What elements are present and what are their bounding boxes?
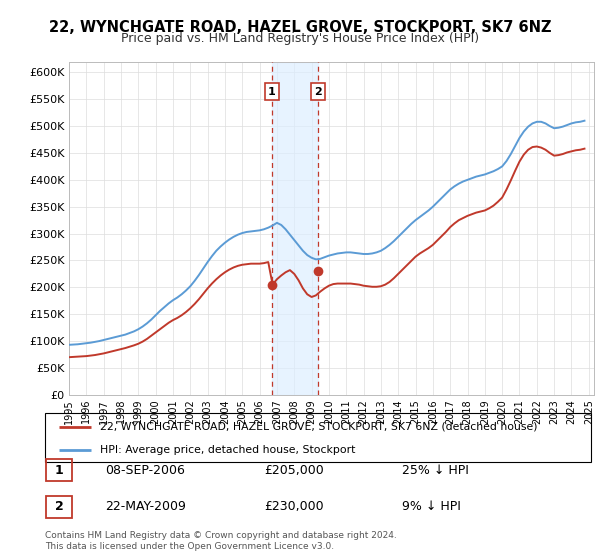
Bar [272, 62, 319, 395]
Text: 25% ↓ HPI: 25% ↓ HPI [402, 464, 469, 477]
Text: 1: 1 [268, 87, 275, 96]
Text: This data is licensed under the Open Government Licence v3.0.: This data is licensed under the Open Gov… [45, 542, 334, 550]
Text: 08-SEP-2006: 08-SEP-2006 [105, 464, 185, 477]
Text: 22, WYNCHGATE ROAD, HAZEL GROVE, STOCKPORT, SK7 6NZ: 22, WYNCHGATE ROAD, HAZEL GROVE, STOCKPO… [49, 20, 551, 35]
Text: HPI: Average price, detached house, Stockport: HPI: Average price, detached house, Stoc… [100, 445, 355, 455]
Text: 9% ↓ HPI: 9% ↓ HPI [402, 500, 461, 514]
Text: 22, WYNCHGATE ROAD, HAZEL GROVE, STOCKPORT, SK7 6NZ (detached house): 22, WYNCHGATE ROAD, HAZEL GROVE, STOCKPO… [100, 422, 537, 432]
Text: 22-MAY-2009: 22-MAY-2009 [105, 500, 186, 514]
Text: 2: 2 [55, 500, 64, 514]
Text: Contains HM Land Registry data © Crown copyright and database right 2024.: Contains HM Land Registry data © Crown c… [45, 531, 397, 540]
Text: £230,000: £230,000 [264, 500, 323, 514]
Text: 2: 2 [314, 87, 322, 96]
Text: £205,000: £205,000 [264, 464, 324, 477]
Text: 1: 1 [55, 464, 64, 477]
Text: Price paid vs. HM Land Registry's House Price Index (HPI): Price paid vs. HM Land Registry's House … [121, 32, 479, 45]
